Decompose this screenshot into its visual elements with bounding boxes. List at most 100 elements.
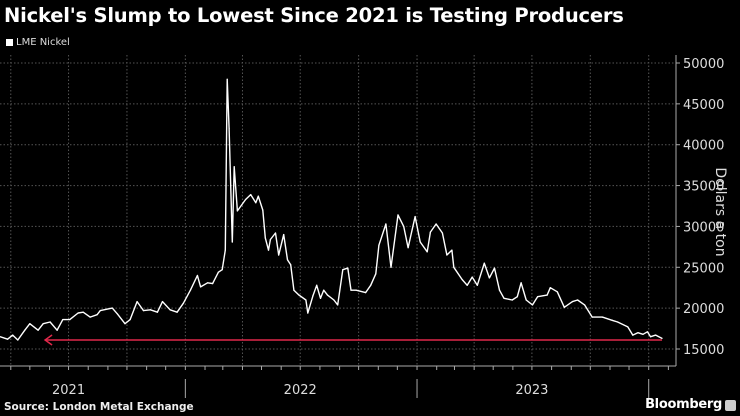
data-point [516,296,518,298]
data-point [228,127,230,129]
data-point [577,299,579,301]
data-point [571,301,574,303]
data-point [189,289,192,291]
data-point [290,264,292,266]
series-line-lme-nickel [0,78,663,341]
data-point [375,273,377,275]
data-point [435,223,437,225]
data-point [255,202,257,204]
data-point [466,284,468,286]
data-point [556,291,558,293]
data-point [29,323,31,325]
data-point [136,301,138,303]
data-point [549,287,551,289]
data-point [426,251,428,253]
data-point [378,244,380,246]
data-point [307,312,309,314]
data-point [116,313,119,315]
data-point [407,247,409,249]
data-point [370,284,372,286]
data-point [390,266,392,268]
data-point [269,238,271,241]
chart-icon [725,400,736,411]
y-tick-label: 45000 [683,98,724,113]
data-point [89,316,91,318]
data-point [385,223,387,225]
data-point [196,274,199,277]
data-point [0,336,1,338]
data-point [471,276,473,278]
data-point [142,309,145,312]
data-point [403,225,405,228]
data-point [537,296,539,298]
bloomberg-logo: Bloomberg [645,397,722,412]
data-point [337,304,339,306]
data-point [267,249,270,251]
data-point [182,302,185,304]
data-point [312,295,314,297]
data-point [333,299,335,301]
data-point [69,318,71,321]
data-point [264,237,266,239]
data-point [82,311,84,313]
data-point [493,267,496,269]
legend-label: LME Nickel [16,37,70,48]
x-tick-label: 2021 [52,383,85,398]
data-point [498,289,501,291]
data-point [617,321,619,323]
data-point [326,294,329,296]
source-note: Source: London Metal Exchange [4,401,194,413]
y-tick-label: 35000 [683,180,724,195]
data-point [611,319,614,321]
data-point [7,338,9,340]
data-point [419,241,421,243]
data-point [441,232,444,234]
data-point [525,299,527,301]
data-point [278,254,280,256]
data-point [99,309,101,312]
data-point [250,193,252,196]
data-point [642,333,644,335]
data-point [350,289,352,291]
x-tick-label: 2022 [284,383,317,398]
data-point [414,216,416,218]
data-point [231,241,233,243]
data-point [37,329,39,331]
data-point [563,306,565,308]
data-point [520,282,522,284]
data-point [161,301,164,303]
data-point [627,326,629,328]
data-point [661,337,663,339]
data-point [429,231,431,233]
y-axis-label: Dollars a ton [712,167,728,257]
data-point [129,318,131,321]
data-point [342,269,344,271]
data-point [316,284,318,286]
y-tick-label: 50000 [683,57,724,72]
data-point [221,269,223,271]
data-point [488,277,490,279]
data-point [298,294,300,296]
data-point [591,316,593,318]
data-point [511,299,513,301]
data-point [453,266,455,268]
y-tick-label: 20000 [683,302,724,317]
data-point [17,339,19,341]
data-point [257,195,259,197]
data-point [124,323,126,325]
data-point [531,304,534,306]
data-point [236,210,238,212]
data-point [62,318,64,321]
legend: LME Nickel [6,37,70,48]
data-point [176,311,178,313]
data-point [323,289,325,291]
data-point [245,198,247,201]
data-point [217,271,219,273]
data-point [96,314,98,316]
data-point [156,311,159,313]
data-point [483,262,485,264]
data-point [355,289,357,291]
data-point [212,283,214,285]
data-point [347,267,349,269]
